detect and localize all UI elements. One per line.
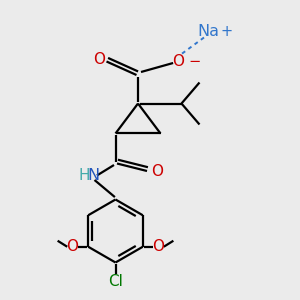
Text: O: O (172, 54, 184, 69)
Text: N: N (88, 168, 100, 183)
Text: −: − (188, 54, 200, 69)
Text: O: O (67, 239, 79, 254)
Text: O: O (152, 164, 164, 178)
Text: H: H (78, 168, 90, 183)
Text: O: O (93, 52, 105, 68)
Text: Na: Na (197, 24, 220, 39)
Text: Cl: Cl (108, 274, 123, 289)
Text: +: + (220, 24, 232, 39)
Text: O: O (152, 239, 164, 254)
